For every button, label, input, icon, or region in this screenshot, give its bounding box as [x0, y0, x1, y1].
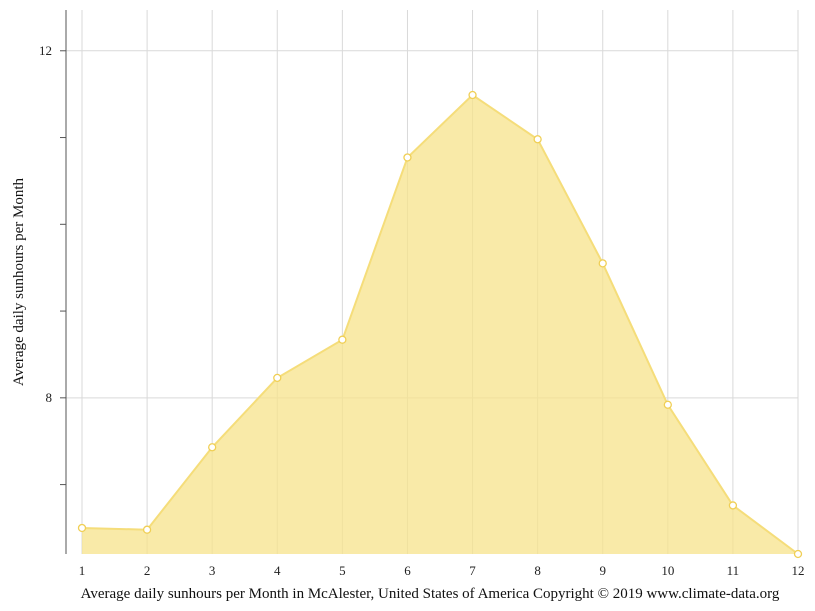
data-point-month-3	[208, 443, 217, 452]
data-point-month-6	[403, 153, 412, 162]
y-tick-label-12: 12	[39, 43, 52, 58]
y-axis-title: Average daily sunhours per Month	[11, 178, 27, 387]
x-tick-label-3: 3	[209, 563, 216, 578]
x-tick-label-12: 12	[792, 563, 805, 578]
data-point-month-5	[338, 335, 347, 344]
data-point-month-9	[598, 259, 607, 268]
y-axis-ticks: 8 12	[39, 43, 66, 486]
data-point-month-7	[468, 90, 477, 100]
x-tick-label-8: 8	[534, 563, 541, 578]
x-axis-title: Average daily sunhours per Month in McAl…	[81, 586, 780, 602]
sunhours-area-fill	[82, 95, 798, 554]
x-tick-label-6: 6	[404, 563, 411, 578]
data-point-month-2	[142, 525, 152, 534]
x-tick-label-9: 9	[599, 563, 606, 578]
x-tick-label-10: 10	[661, 563, 674, 578]
x-tick-label-4: 4	[274, 563, 281, 578]
data-point-month-12	[793, 549, 803, 559]
sunhours-series-line	[81, 93, 799, 555]
x-tick-label-7: 7	[469, 563, 476, 578]
x-tick-label-5: 5	[339, 563, 346, 578]
x-axis-ticks: 1 2 3 4 5 6 7 8 9 10 11 12	[79, 563, 805, 578]
x-tick-label-2: 2	[144, 563, 151, 578]
data-point-month-1	[77, 523, 87, 533]
data-point-markers	[77, 90, 803, 559]
data-point-month-10	[663, 400, 672, 409]
x-tick-label-1: 1	[79, 563, 86, 578]
data-point-month-4	[273, 373, 282, 383]
data-point-month-8	[533, 135, 542, 144]
y-tick-label-8: 8	[46, 390, 53, 405]
x-tick-label-11: 11	[727, 563, 740, 578]
data-point-month-11	[728, 501, 738, 510]
